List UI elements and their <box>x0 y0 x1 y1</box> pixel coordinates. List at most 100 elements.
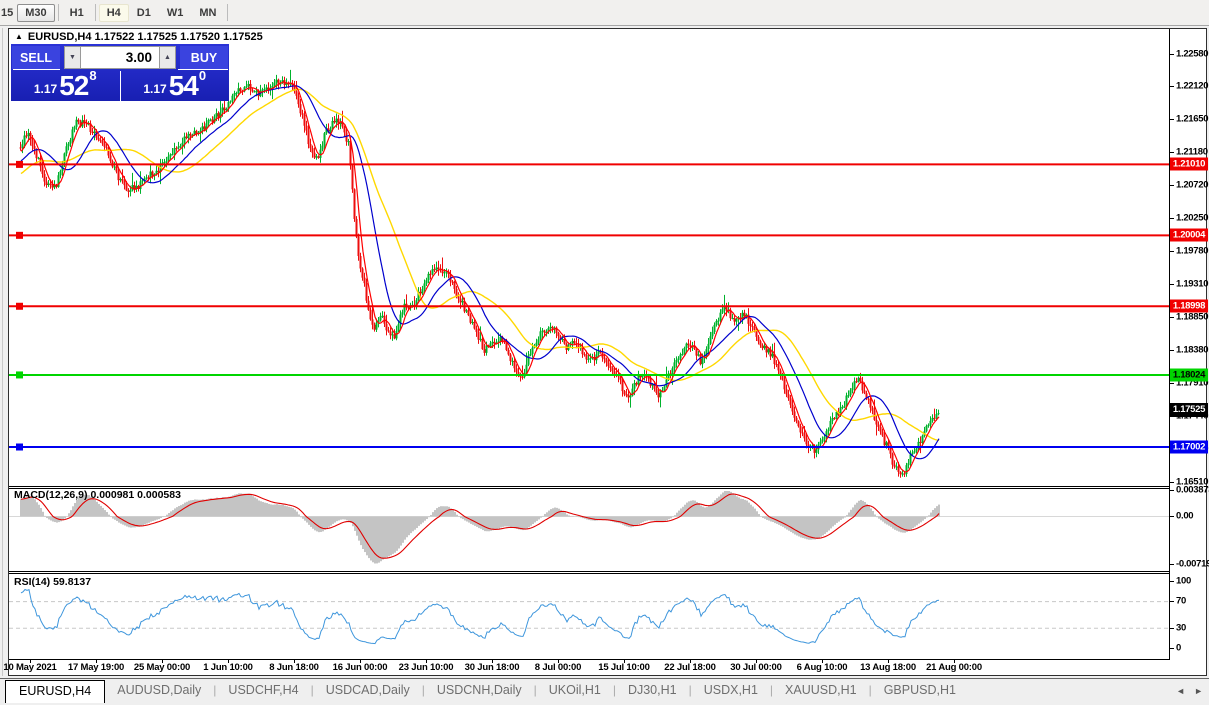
price-axis-tick <box>1169 316 1174 318</box>
macd-axis-label: -0.00719 <box>1176 558 1209 570</box>
rsi-axis-tick <box>1169 648 1174 649</box>
sell-button[interactable]: SELL <box>12 46 60 69</box>
tab-separator: | <box>612 683 616 697</box>
toolbar-separator <box>94 4 96 21</box>
chart-tab-bar: EURUSD,H4 AUDUSD,Daily | USDCHF,H4 | USDCAD,D… <box>0 678 1209 705</box>
time-axis-label: 25 May 00:00 <box>133 662 191 673</box>
price-axis-line <box>1169 29 1170 660</box>
symbol-ohlc-line: EURUSD,H4 1.17522 1.17525 1.17520 1.1752… <box>27 31 263 43</box>
buy-button[interactable]: BUY <box>180 46 228 69</box>
buy-price-prefix: 1.17 <box>143 82 167 96</box>
timeframe-button-m30[interactable]: M30 <box>17 3 55 22</box>
price-axis-tick <box>1169 119 1174 121</box>
rsi-axis-tick <box>1169 628 1174 629</box>
current-price-badge: 1.17525 <box>1170 403 1208 418</box>
timeframe-toolbar: 15 M30 H1 H4 D1 W1 MN <box>0 0 1209 26</box>
timeframe-button-h4[interactable]: H4 <box>98 3 129 22</box>
price-level-badge[interactable]: 1.18998 <box>1170 299 1208 313</box>
candlestick-chart[interactable] <box>9 29 1169 486</box>
time-axis-label: 16 Jun 00:00 <box>332 662 388 673</box>
window-edge-divider <box>2 28 3 676</box>
chart-tab-ukoil-h1[interactable]: UKOil,H1 <box>548 683 601 697</box>
price-axis-label: 1.21650 <box>1176 113 1209 125</box>
sell-price-main: 52 <box>59 70 89 101</box>
rsi-axis-label: 0 <box>1176 642 1181 654</box>
price-axis-tick <box>1169 284 1174 286</box>
time-axis-tick <box>426 659 427 663</box>
sell-price-prefix: 1.17 <box>33 82 58 96</box>
price-axis-tick <box>1169 349 1174 351</box>
time-axis-tick <box>294 659 295 663</box>
time-axis-label: 30 Jul 00:00 <box>730 662 782 673</box>
tab-scroll-left-icon[interactable]: ◄ <box>1176 686 1185 696</box>
price-level-badge[interactable]: 1.20004 <box>1170 228 1208 242</box>
timeframe-button-mn[interactable]: MN <box>199 6 217 19</box>
chart-header: ▲ EURUSD,H4 1.17522 1.17525 1.17520 1.17… <box>15 31 263 43</box>
tab-separator: | <box>533 683 537 697</box>
time-axis-tick <box>822 659 823 663</box>
price-axis-tick <box>1169 382 1174 384</box>
chart-tab-usdcnh-daily[interactable]: USDCNH,Daily <box>436 683 522 697</box>
collapse-panel-icon[interactable]: ▲ <box>15 32 23 41</box>
panel-separator[interactable] <box>9 571 1169 572</box>
rsi-axis-label: 100 <box>1176 575 1191 587</box>
time-axis-tick <box>30 659 31 663</box>
macd-axis-tick <box>1169 516 1174 517</box>
price-axis-tick <box>1169 481 1174 483</box>
chart-tab-usdchf-h4[interactable]: USDCHF,H4 <box>228 683 299 697</box>
price-axis-label: 1.17910 <box>1176 377 1209 389</box>
tab-separator: | <box>421 683 425 697</box>
rsi-indicator-chart[interactable] <box>9 574 1169 659</box>
price-axis-label: 1.21180 <box>1176 146 1208 158</box>
macd-axis-label: 0.003873 <box>1176 484 1209 496</box>
sell-price-display[interactable]: 1.17 52 8 <box>11 68 120 101</box>
chart-tab-gbpusd-h1[interactable]: GBPUSD,H1 <box>883 683 956 697</box>
time-axis-label: 22 Jul 18:00 <box>664 662 716 673</box>
rsi-axis-label: 70 <box>1176 595 1186 607</box>
toolbar-separator <box>227 4 229 21</box>
rsi-label: RSI(14) 59.8137 <box>14 576 92 588</box>
sell-underline <box>13 69 60 70</box>
time-axis-tick <box>558 659 559 663</box>
rsi-axis-tick <box>1169 601 1174 602</box>
price-level-badge[interactable]: 1.18024 <box>1170 368 1208 382</box>
time-axis-label: 17 May 19:00 <box>67 662 125 673</box>
panel-separator[interactable] <box>9 486 1169 487</box>
time-axis-tick <box>360 659 361 663</box>
chart-tab-dj30-h1[interactable]: DJ30,H1 <box>627 683 677 697</box>
time-axis-label: 6 Aug 10:00 <box>796 662 848 673</box>
volume-increase-button[interactable]: ▲ <box>159 46 176 69</box>
price-divider <box>119 71 121 101</box>
chart-tab-usdcad-daily[interactable]: USDCAD,Daily <box>325 683 410 697</box>
buy-price-display[interactable]: 1.17 54 0 <box>121 68 230 101</box>
volume-input[interactable]: 3.00 <box>81 46 159 69</box>
time-axis-tick <box>96 659 97 663</box>
chart-tab-usdx-h1[interactable]: USDX,H1 <box>703 683 758 697</box>
price-axis-label: 1.20250 <box>1176 212 1209 224</box>
price-axis-tick <box>1169 152 1174 154</box>
price-axis-label: 1.22120 <box>1176 80 1209 92</box>
volume-decrease-button[interactable]: ▼ <box>64 46 81 69</box>
price-axis-tick <box>1169 184 1174 186</box>
price-axis-label: 1.19780 <box>1176 245 1209 257</box>
price-level-badge[interactable]: 1.21010 <box>1170 157 1208 171</box>
timeframe-button-h1[interactable]: H1 <box>69 6 84 19</box>
timeframe-button-d1[interactable]: D1 <box>136 6 151 19</box>
panel-separator <box>9 573 1169 574</box>
time-axis-tick <box>492 659 493 663</box>
tab-scroll-right-icon[interactable]: ► <box>1194 686 1203 696</box>
chart-tab-eurusd-h4[interactable]: EURUSD,H4 <box>5 680 106 703</box>
price-axis-tick <box>1169 217 1174 219</box>
macd-indicator-chart[interactable] <box>9 489 1169 571</box>
timeframe-button-15[interactable]: 15 <box>1 6 14 19</box>
price-axis-tick <box>1169 86 1174 88</box>
tab-separator: | <box>310 683 314 697</box>
price-level-badge[interactable]: 1.17002 <box>1170 440 1208 454</box>
timeframe-button-w1[interactable]: W1 <box>166 6 184 19</box>
tab-separator: | <box>769 683 774 697</box>
chart-tab-xauusd-h1[interactable]: XAUUSD,H1 <box>785 683 857 697</box>
chart-tab-audusd-daily[interactable]: AUDUSD,Daily <box>117 683 202 697</box>
time-axis-label: 23 Jun 10:00 <box>398 662 454 673</box>
macd-axis-tick <box>1169 490 1174 491</box>
